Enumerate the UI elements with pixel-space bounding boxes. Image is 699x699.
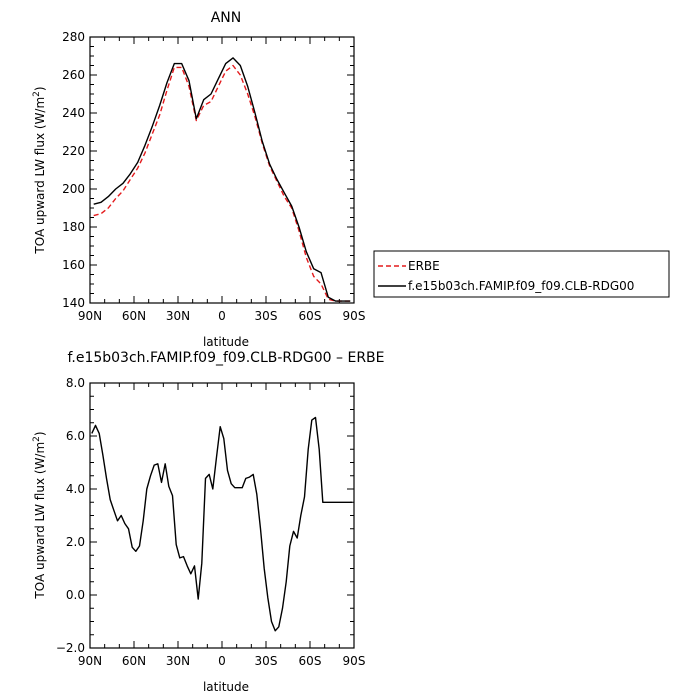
top-chart-y-tick-labels: 140 160 180 200 220 240 260 280: [62, 30, 85, 310]
bottom-x-tick-label: 30S: [255, 654, 278, 668]
bottom-x-tick-label: 60S: [299, 654, 322, 668]
bottom-x-tick-label: 90N: [78, 654, 102, 668]
bottom-y-tick-label: 2.0: [66, 535, 85, 549]
bottom-x-tick-label: 60N: [122, 654, 146, 668]
top-y-tick-label: 240: [62, 106, 85, 120]
top-chart-plot-frame: [89, 36, 355, 304]
top-x-tick-label: 90N: [78, 309, 102, 323]
top-chart-tick-marks: [89, 36, 355, 304]
top-ylabel-main: TOA upward LW flux (W/m: [33, 97, 47, 255]
top-chart-legend: ERBE f.e15b03ch.FAMIP.f09_f09.CLB-RDG00: [373, 250, 670, 298]
top-x-tick-label: 60S: [299, 309, 322, 323]
bottom-chart-x-axis-label: latitude: [203, 680, 249, 694]
legend-model-label: f.e15b03ch.FAMIP.f09_f09.CLB-RDG00: [408, 279, 634, 293]
bottom-y-tick-label: 0.0: [66, 588, 85, 602]
top-y-tick-label: 160: [62, 258, 85, 272]
bottom-x-tick-label: 90S: [343, 654, 366, 668]
top-x-tick-label: 60N: [122, 309, 146, 323]
bottom-chart-series: [91, 416, 353, 632]
bottom-chart-tick-marks: [89, 382, 355, 649]
top-y-tick-label: 280: [62, 30, 85, 44]
bottom-ylabel-sup: 2: [32, 436, 42, 442]
bottom-series-line-model: [91, 416, 353, 632]
top-y-tick-label: 260: [62, 68, 85, 82]
top-chart: ANN 90N 60N 30N 0 30S 60S 90S 140 160 180 200 220 2…: [32, 10, 365, 349]
top-series-line-model: [93, 57, 351, 302]
top-chart-x-tick-labels: 90N 60N 30N 0 30S 60S 90S: [78, 309, 366, 323]
bottom-chart-y-tick-labels: −2.0 0.0 2.0 4.0 6.0 8.0: [56, 376, 85, 655]
bottom-y-tick-label: −2.0: [56, 641, 85, 655]
top-y-tick-label: 180: [62, 220, 85, 234]
top-y-tick-label: 200: [62, 182, 85, 196]
top-ylabel-sup: 2: [32, 91, 42, 97]
bottom-y-tick-label: 6.0: [66, 429, 85, 443]
bottom-x-tick-label: 30N: [166, 654, 190, 668]
legend-box: [373, 250, 670, 298]
bottom-y-tick-label: 8.0: [66, 376, 85, 390]
top-y-tick-label: 140: [62, 296, 85, 310]
top-chart-series: [93, 57, 351, 302]
top-ylabel-end: ): [33, 86, 47, 91]
top-x-tick-label: 30S: [255, 309, 278, 323]
top-chart-x-axis-label: latitude: [203, 335, 249, 349]
bottom-chart-y-axis-label: TOA upward LW flux (W/m2): [32, 431, 47, 599]
top-x-tick-label: 90S: [343, 309, 366, 323]
legend-erbe-label: ERBE: [408, 259, 440, 273]
top-x-tick-label: 30N: [166, 309, 190, 323]
bottom-ylabel-main: TOA upward LW flux (W/m: [33, 442, 47, 600]
bottom-chart-x-tick-labels: 90N 60N 30N 0 30S 60S 90S: [78, 654, 366, 668]
bottom-chart: f.e15b03ch.FAMIP.f09_f09.CLB-RDG00 – ERB…: [32, 350, 385, 694]
bottom-chart-plot-frame: [89, 382, 355, 649]
bottom-y-tick-label: 4.0: [66, 482, 85, 496]
bottom-x-tick-label: 0: [218, 654, 226, 668]
top-chart-title: ANN: [211, 10, 242, 26]
top-chart-y-axis-label: TOA upward LW flux (W/m2): [32, 86, 47, 254]
top-series-line-erbe: [93, 64, 351, 302]
bottom-ylabel-end: ): [33, 431, 47, 436]
top-y-tick-label: 220: [62, 144, 85, 158]
bottom-chart-title: f.e15b03ch.FAMIP.f09_f09.CLB-RDG00 – ERB…: [67, 350, 384, 366]
top-x-tick-label: 0: [218, 309, 226, 323]
